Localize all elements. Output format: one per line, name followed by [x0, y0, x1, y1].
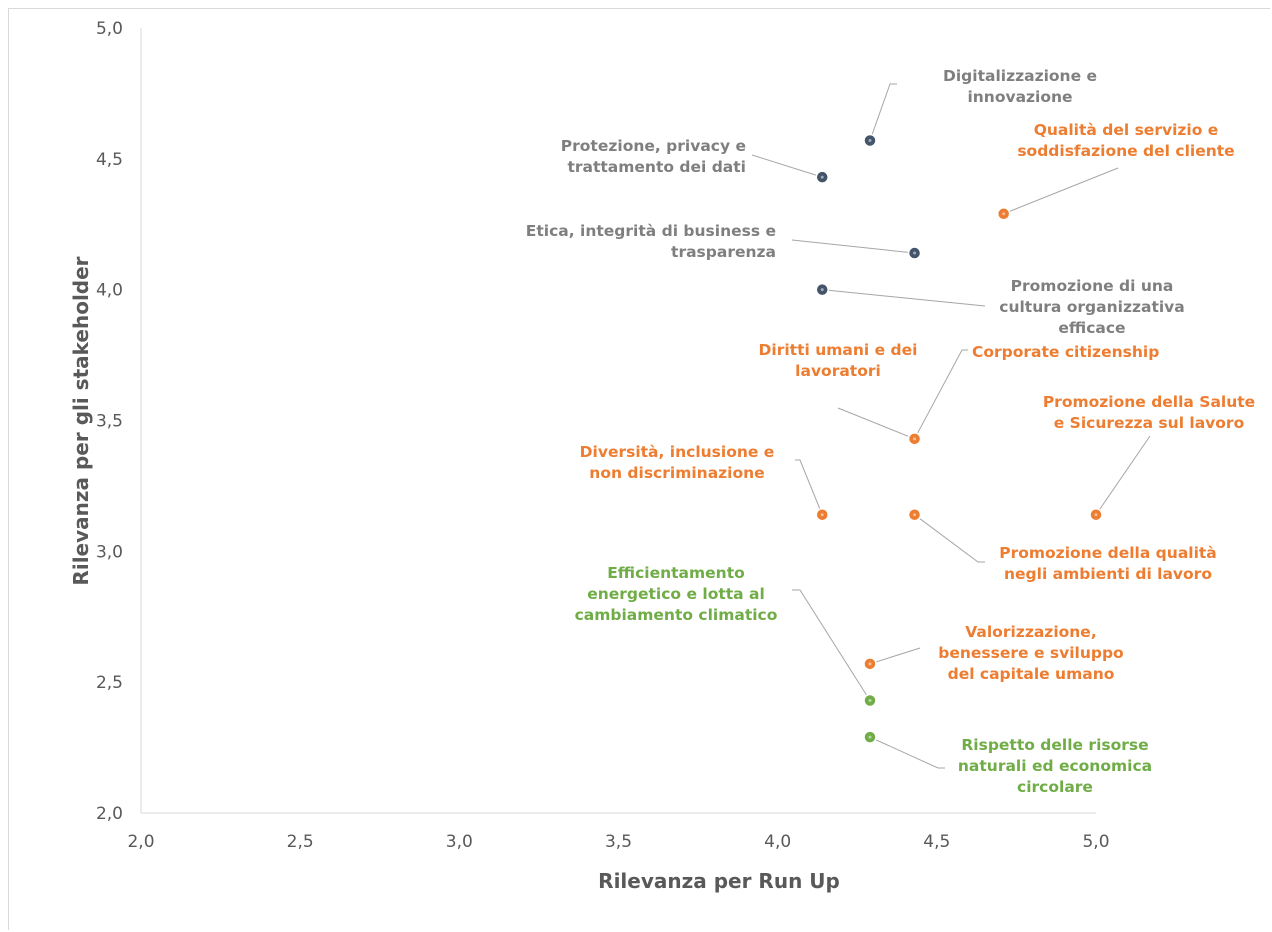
data-label-line: Protezione, privacy e	[561, 137, 746, 155]
data-label-line: cultura organizzativa	[999, 298, 1184, 316]
x-tick-label: 4,5	[923, 832, 950, 852]
data-label-line: soddisfazione del cliente	[1017, 142, 1234, 160]
leader-line	[869, 736, 945, 769]
data-label: Promozione di una cultura organizzativa ef…	[999, 277, 1184, 337]
data-label: Diversità, inclusione e non discriminazio…	[580, 443, 775, 482]
data-point-highlight	[913, 437, 917, 441]
data-point-highlight	[820, 175, 824, 179]
data-label: Qualità del servizio e soddisfazione del …	[1017, 121, 1234, 160]
data-point-highlight	[868, 139, 872, 143]
data-label: Efficientamento energetico e lotta al camb…	[575, 564, 778, 624]
data-point-highlight	[913, 513, 917, 517]
data-label-line: Diversità, inclusione e	[580, 443, 775, 461]
leader-line	[792, 589, 871, 701]
data-label: Promozione della Salute e Sicurezza sul l…	[1043, 393, 1255, 432]
data-point-highlight	[913, 251, 917, 255]
y-tick-label: 3,5	[96, 412, 123, 432]
data-label: Protezione, privacy e trattamento dei dat…	[561, 137, 746, 176]
data-point-highlight	[820, 513, 824, 517]
data-point-highlight	[1002, 212, 1006, 216]
y-tick-label: 4,5	[96, 150, 123, 170]
data-label: Promozione della qualità negli ambienti d…	[999, 544, 1217, 583]
y-tick-label: 5,0	[96, 19, 123, 39]
data-label: Valorizzazione, benessere e sviluppo del c…	[938, 623, 1123, 683]
data-point-highlight	[868, 662, 872, 666]
x-tick-label: 2,0	[127, 832, 154, 852]
y-tick-label: 3,0	[96, 542, 123, 562]
data-point-highlight	[868, 735, 872, 739]
data-label-line: cambiamento climatico	[575, 606, 778, 624]
leader-line	[795, 459, 823, 515]
y-tick-label: 2,5	[96, 673, 123, 693]
x-axis-title: Rilevanza per Run Up	[598, 869, 840, 893]
data-label-line: Efficientamento	[607, 564, 745, 582]
leader-line	[837, 407, 915, 440]
data-label: Rispetto delle risorse naturali ed econom…	[958, 736, 1152, 796]
data-label-line: innovazione	[967, 88, 1072, 106]
data-label-line: naturali ed economica	[958, 757, 1152, 775]
data-label-line: e Sicurezza sul lavoro	[1054, 414, 1244, 432]
leader-line	[914, 349, 968, 440]
leader-line	[914, 514, 985, 563]
data-point-highlight	[1094, 513, 1098, 517]
leader-line	[869, 647, 921, 665]
data-label-line: negli ambienti di lavoro	[1004, 565, 1212, 583]
leader-lines-layer	[751, 83, 1151, 769]
data-label-line: del capitale umano	[948, 665, 1115, 683]
data-label-line: Promozione di una	[1011, 277, 1174, 295]
points-layer	[815, 133, 1103, 744]
leader-line	[869, 83, 897, 141]
leader-line	[1095, 435, 1151, 515]
data-label-line: efficace	[1058, 319, 1125, 337]
leader-line	[751, 154, 823, 178]
data-label-line: benessere e sviluppo	[938, 644, 1123, 662]
ticks-layer: 2,0 2,5 3,0 3,5 4,0 4,5 5,0 2,0 2,5 3,0 3,5 4,0 4,5 5…	[96, 19, 1110, 852]
y-axis-title: Rilevanza per gli stakeholder	[69, 256, 93, 585]
chart-frame	[8, 8, 1270, 930]
data-label: Digitalizzazione e innovazione	[943, 67, 1097, 106]
data-label-line: Promozione della qualità	[999, 544, 1217, 562]
y-tick-label: 2,0	[96, 804, 123, 824]
x-tick-label: 4,0	[764, 832, 791, 852]
data-label-line: Qualità del servizio e	[1034, 121, 1219, 139]
data-label: Corporate citizenship	[972, 343, 1159, 361]
leader-line	[1003, 167, 1119, 215]
data-label-line: trasparenza	[671, 243, 776, 261]
axes-layer	[140, 28, 1096, 814]
x-tick-label: 5,0	[1082, 832, 1109, 852]
x-tick-label: 2,5	[287, 832, 314, 852]
data-point-highlight	[820, 288, 824, 292]
data-label-line: Corporate citizenship	[972, 343, 1159, 361]
data-point-highlight	[868, 698, 872, 702]
x-tick-label: 3,5	[605, 832, 632, 852]
leader-line	[822, 289, 986, 307]
data-label: Etica, integrità di business e trasparenz…	[526, 222, 776, 261]
data-label-line: Digitalizzazione e	[943, 67, 1097, 85]
y-tick-label: 4,0	[96, 281, 123, 301]
data-label-line: circolare	[1017, 778, 1093, 796]
data-label-line: trattamento dei dati	[567, 158, 746, 176]
leader-line	[791, 239, 915, 254]
data-label: Diritti umani e dei lavoratori	[759, 341, 918, 380]
x-tick-label: 3,0	[446, 832, 473, 852]
data-label-line: energetico e lotta al	[587, 585, 765, 603]
data-label-line: Etica, integrità di business e	[526, 222, 776, 240]
data-label-line: lavoratori	[795, 362, 881, 380]
data-label-line: non discriminazione	[589, 464, 764, 482]
data-label-line: Promozione della Salute	[1043, 393, 1255, 411]
data-labels-layer: Digitalizzazione e innovazione Protezione,…	[526, 67, 1255, 796]
data-label-line: Diritti umani e dei	[759, 341, 918, 359]
data-label-line: Rispetto delle risorse	[961, 736, 1148, 754]
data-label-line: Valorizzazione,	[965, 623, 1096, 641]
